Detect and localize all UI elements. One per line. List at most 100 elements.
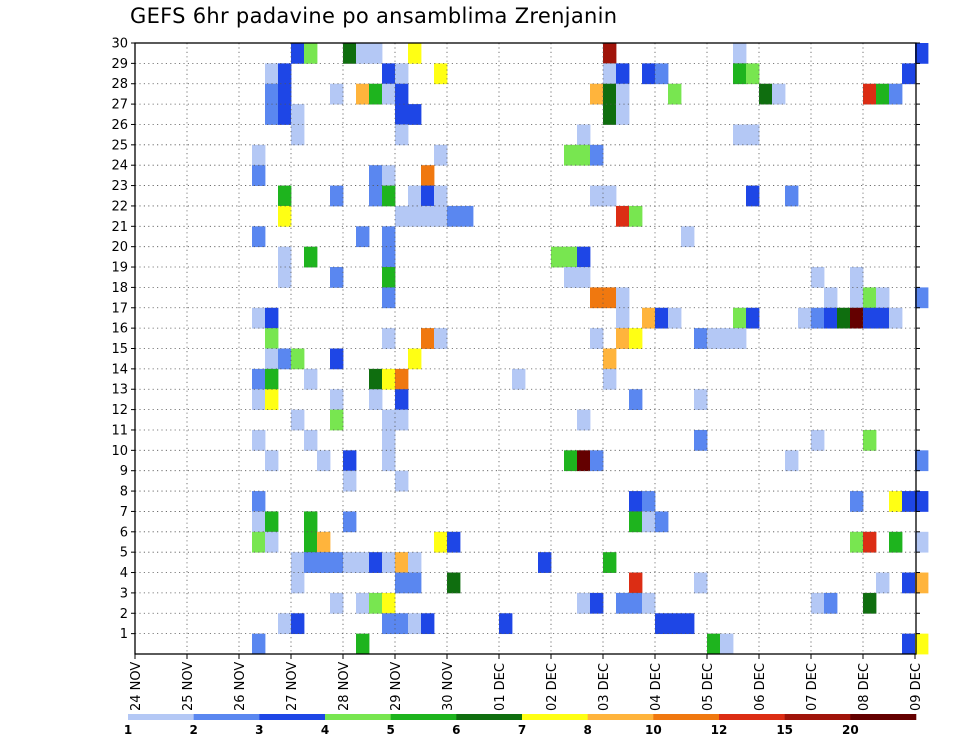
- colorbar-swatch: [587, 714, 654, 720]
- heatmap-cell: [421, 613, 435, 635]
- heatmap-cell: [798, 307, 812, 329]
- heatmap-cell: [395, 409, 409, 431]
- heatmap-cell: [863, 429, 877, 451]
- y-tick-label: 1: [120, 627, 128, 642]
- heatmap-cell: [252, 511, 266, 533]
- heatmap-cell: [369, 43, 383, 64]
- heatmap-cell: [265, 328, 279, 349]
- heatmap-cell: [733, 43, 747, 64]
- heatmap-cell: [746, 185, 760, 207]
- heatmap-cell: [850, 491, 864, 512]
- heatmap-cell: [382, 287, 396, 309]
- heatmap-cell: [408, 104, 422, 125]
- colorbar-label: 7: [518, 723, 526, 737]
- colorbar-swatch: [390, 714, 457, 720]
- heatmap-cell: [265, 450, 279, 472]
- heatmap-cell: [434, 531, 448, 553]
- colorbar: 1 2 3 4 5 6 7 8 10 12 15 20: [124, 714, 917, 737]
- colorbar-swatch: [784, 714, 851, 720]
- heatmap-cell: [616, 287, 630, 309]
- heatmap-cell: [291, 552, 305, 573]
- heatmap-cell: [603, 287, 617, 309]
- heatmap-cell: [382, 409, 396, 431]
- heatmap-cell: [330, 267, 344, 288]
- chart-title: GEFS 6hr padavine po ansamblima Zrenjani…: [130, 4, 618, 28]
- x-tick-label: 26 NOV: [233, 662, 248, 711]
- heatmap-cell: [772, 83, 786, 105]
- heatmap-cell: [590, 83, 604, 105]
- heatmap-cell: [642, 307, 656, 329]
- heatmap-cell: [811, 267, 825, 288]
- heatmap-cell: [434, 185, 448, 207]
- heatmap-cell: [382, 592, 396, 614]
- heatmap-cell: [889, 83, 903, 105]
- x-tick-label: 03 DEC: [597, 663, 612, 711]
- heatmap-cell: [863, 592, 877, 614]
- y-tick-label: 23: [111, 179, 128, 194]
- heatmap-cell: [408, 185, 422, 207]
- heatmap-cell: [759, 83, 773, 105]
- heatmap-cell: [421, 205, 435, 227]
- heatmap-cell: [356, 43, 370, 64]
- heatmap-cell: [291, 613, 305, 635]
- heatmap-cell: [395, 124, 409, 146]
- heatmap-cell: [278, 267, 292, 288]
- heatmap-cell: [603, 63, 617, 85]
- heatmap-cell: [278, 246, 292, 268]
- heatmap-cell: [408, 613, 422, 635]
- heatmap-cell: [382, 328, 396, 349]
- heatmap-cell: [265, 531, 279, 553]
- heatmap-cell: [694, 429, 708, 451]
- heatmap-cell: [291, 43, 305, 64]
- y-tick-label: 20: [111, 240, 128, 255]
- heatmap-cell: [746, 124, 760, 146]
- heatmap-cell: [629, 572, 643, 594]
- heatmap-cell: [694, 572, 708, 594]
- heatmap-cell: [577, 267, 591, 288]
- y-tick-label: 13: [111, 383, 128, 398]
- heatmap-cell: [330, 552, 344, 573]
- heatmap-cell: [395, 552, 409, 573]
- heatmap-cell: [356, 552, 370, 573]
- heatmap-cell: [746, 307, 760, 329]
- heatmap-cell: [408, 572, 422, 594]
- heatmap-cell: [577, 144, 591, 166]
- heatmap-cell: [395, 572, 409, 594]
- x-tick-label: 25 NOV: [181, 662, 196, 711]
- colorbar-label: 3: [255, 723, 263, 737]
- heatmap-cell: [850, 287, 864, 309]
- heatmap-cell: [642, 63, 656, 85]
- heatmap-cell: [252, 633, 266, 655]
- heatmap-cell: [642, 511, 656, 533]
- heatmap-cell: [616, 104, 630, 125]
- heatmap-cell: [382, 246, 396, 268]
- y-tick-label: 16: [111, 322, 128, 337]
- heatmap-cell: [902, 633, 916, 655]
- heatmap-cell: [304, 246, 318, 268]
- heatmap-cell: [395, 389, 409, 410]
- y-tick-label: 8: [120, 485, 128, 500]
- colorbar-label: 1: [124, 723, 132, 737]
- y-tick-label: 5: [120, 546, 128, 561]
- heatmap-cell: [863, 531, 877, 553]
- heatmap-cell: [395, 613, 409, 635]
- heatmap-cell: [590, 287, 604, 309]
- colorbar-label: 6: [452, 723, 460, 737]
- x-tick-label: 28 NOV: [337, 662, 352, 711]
- heatmap-cell: [434, 144, 448, 166]
- heatmap-cell: [811, 307, 825, 329]
- heatmap-cell: [785, 185, 799, 207]
- y-tick-label: 18: [111, 281, 128, 296]
- heatmap-cell: [408, 552, 422, 573]
- x-tick-label: 07 DEC: [805, 663, 820, 711]
- heatmap-cell: [746, 63, 760, 85]
- heatmap-cell: [278, 205, 292, 227]
- heatmap-cell: [343, 450, 357, 472]
- heatmap-cell: [824, 287, 838, 309]
- heatmap-cell: [330, 389, 344, 410]
- heatmap-cell: [369, 185, 383, 207]
- heatmap-cell: [707, 633, 721, 655]
- y-tick-label: 6: [120, 525, 128, 540]
- y-tick-label: 15: [111, 342, 128, 357]
- heatmap-cell: [382, 83, 396, 105]
